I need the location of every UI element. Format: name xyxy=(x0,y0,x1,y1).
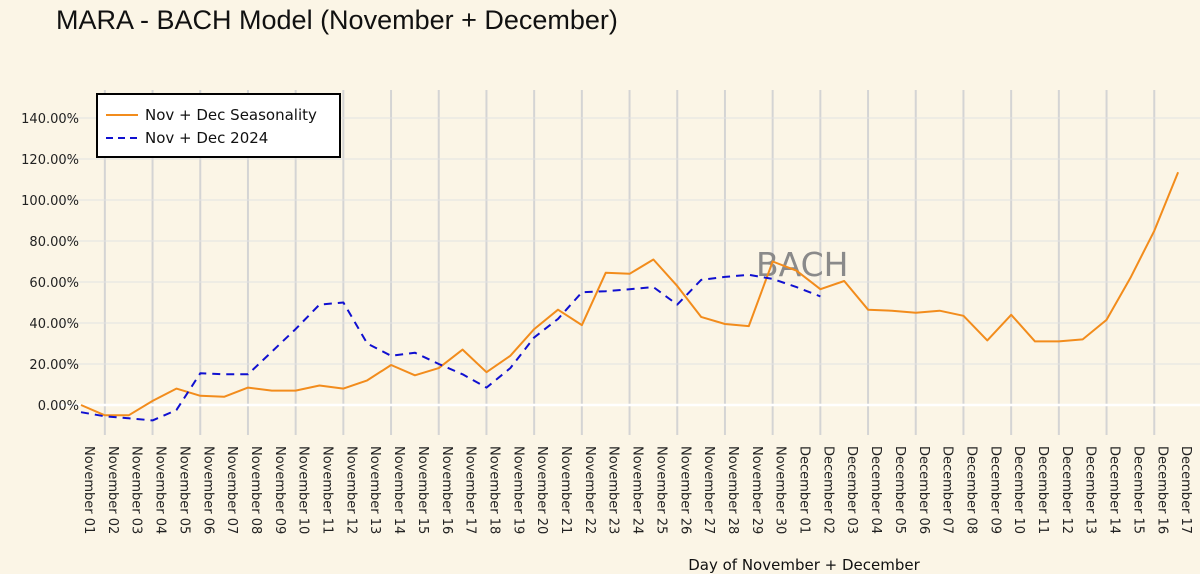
legend: Nov + Dec Seasonality Nov + Dec 2024 xyxy=(96,93,341,158)
x-tick-label: November 12 xyxy=(343,446,358,534)
x-tick-label: November 07 xyxy=(224,446,239,534)
x-ticks: November 01 November 02 November 03 Novembe… xyxy=(81,446,1193,534)
series-line-0 xyxy=(80,171,1180,417)
grid xyxy=(57,90,1200,435)
series-line-1 xyxy=(80,273,821,422)
x-tick-label: November 01 xyxy=(81,446,96,534)
series xyxy=(80,171,1180,422)
legend-label-seasonality: Nov + Dec Seasonality xyxy=(145,106,317,124)
x-tick-label: December 02 xyxy=(820,446,835,534)
y-tick-label: 100.00% xyxy=(21,194,79,209)
x-tick-label: November 05 xyxy=(176,446,191,534)
x-tick-label: November 27 xyxy=(701,446,716,534)
legend-label-2024: Nov + Dec 2024 xyxy=(145,129,268,147)
x-tick-label: November 28 xyxy=(725,446,740,534)
chart-title: MARA - BACH Model (November + December) xyxy=(56,5,618,35)
x-tick-label: November 22 xyxy=(582,446,597,534)
x-tick-label: December 11 xyxy=(1035,446,1050,534)
x-tick-label: November 13 xyxy=(367,446,382,534)
x-tick-label: November 09 xyxy=(272,446,287,534)
y-tick-label: 60.00% xyxy=(29,276,79,291)
x-tick-label: November 06 xyxy=(200,446,215,534)
x-tick-label: November 26 xyxy=(677,446,692,534)
y-tick-label: 80.00% xyxy=(29,235,79,250)
y-ticks: 0.00% 20.00% 40.00% 60.00% 80.00% 100.00% 120.… xyxy=(21,112,79,414)
x-tick-label: December 01 xyxy=(797,446,812,534)
x-tick-label: December 12 xyxy=(1059,446,1074,534)
x-tick-label: December 08 xyxy=(963,446,978,534)
x-tick-label: December 04 xyxy=(868,446,883,534)
x-tick-label: December 17 xyxy=(1178,446,1193,534)
x-tick-label: December 03 xyxy=(844,446,859,534)
x-tick-label: November 14 xyxy=(391,446,406,534)
x-tick-label: November 21 xyxy=(558,446,573,534)
y-tick-label: 40.00% xyxy=(29,317,79,332)
x-tick-label: November 02 xyxy=(105,446,120,534)
x-tick-label: November 24 xyxy=(630,446,645,534)
x-tick-label: December 15 xyxy=(1130,446,1145,534)
x-tick-label: November 25 xyxy=(653,446,668,534)
legend-box xyxy=(96,93,341,158)
x-tick-label: November 23 xyxy=(606,446,621,534)
x-tick-label: November 16 xyxy=(439,446,454,534)
y-tick-label: 20.00% xyxy=(29,358,79,373)
x-tick-label: December 05 xyxy=(892,446,907,534)
x-tick-label: December 10 xyxy=(1011,446,1026,534)
y-tick-label: 140.00% xyxy=(21,112,79,127)
x-tick-label: November 08 xyxy=(248,446,263,534)
x-tick-label: November 10 xyxy=(296,446,311,534)
x-tick-label: November 30 xyxy=(773,446,788,534)
x-tick-label: November 17 xyxy=(463,446,478,534)
x-tick-label: December 07 xyxy=(940,446,955,534)
x-tick-label: December 06 xyxy=(916,446,931,534)
x-tick-label: November 11 xyxy=(320,446,335,534)
x-tick-label: December 09 xyxy=(987,446,1002,534)
x-tick-label: November 04 xyxy=(153,446,168,534)
x-tick-label: November 20 xyxy=(534,446,549,534)
x-tick-label: November 18 xyxy=(486,446,501,534)
x-tick-label: December 13 xyxy=(1083,446,1098,534)
y-tick-label: 0.00% xyxy=(38,399,79,414)
x-tick-label: November 03 xyxy=(129,446,144,534)
x-tick-label: December 14 xyxy=(1107,446,1122,534)
x-tick-label: November 15 xyxy=(415,446,430,534)
x-tick-label: November 19 xyxy=(510,446,525,534)
x-tick-label: December 16 xyxy=(1154,446,1169,534)
y-tick-label: 120.00% xyxy=(21,153,79,168)
x-axis-label: Day of November + December xyxy=(688,556,920,574)
x-tick-label: November 29 xyxy=(749,446,764,534)
